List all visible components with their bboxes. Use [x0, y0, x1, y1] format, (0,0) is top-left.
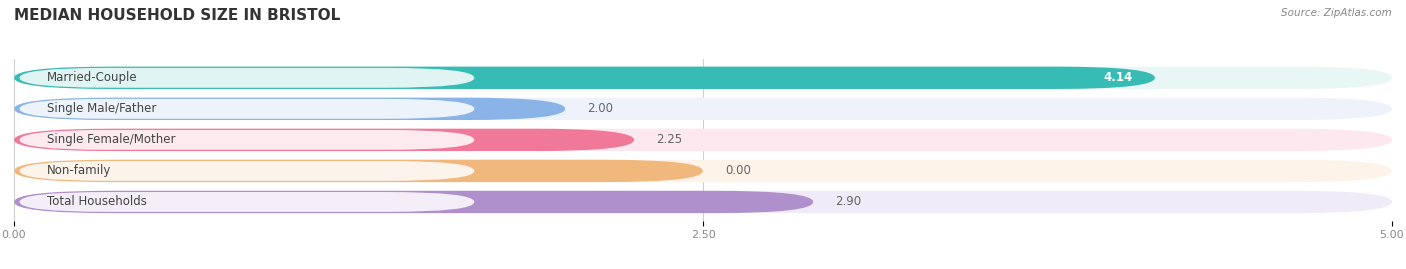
Text: 4.14: 4.14	[1104, 71, 1133, 84]
FancyBboxPatch shape	[14, 67, 1154, 89]
FancyBboxPatch shape	[14, 129, 1392, 151]
Text: 2.90: 2.90	[835, 196, 862, 208]
FancyBboxPatch shape	[14, 98, 565, 120]
Text: Single Male/Father: Single Male/Father	[48, 102, 156, 115]
Text: Married-Couple: Married-Couple	[48, 71, 138, 84]
FancyBboxPatch shape	[14, 191, 1392, 213]
Text: Total Households: Total Households	[48, 196, 148, 208]
Text: MEDIAN HOUSEHOLD SIZE IN BRISTOL: MEDIAN HOUSEHOLD SIZE IN BRISTOL	[14, 8, 340, 23]
FancyBboxPatch shape	[14, 160, 1392, 182]
Text: Source: ZipAtlas.com: Source: ZipAtlas.com	[1281, 8, 1392, 18]
FancyBboxPatch shape	[14, 191, 813, 213]
Text: 2.25: 2.25	[657, 133, 682, 146]
FancyBboxPatch shape	[20, 192, 474, 212]
FancyBboxPatch shape	[20, 68, 474, 88]
FancyBboxPatch shape	[14, 129, 634, 151]
Text: 0.00: 0.00	[725, 164, 751, 178]
Text: 2.00: 2.00	[588, 102, 613, 115]
Text: Non-family: Non-family	[48, 164, 111, 178]
Text: Single Female/Mother: Single Female/Mother	[48, 133, 176, 146]
FancyBboxPatch shape	[20, 161, 474, 181]
FancyBboxPatch shape	[20, 130, 474, 150]
FancyBboxPatch shape	[20, 99, 474, 119]
FancyBboxPatch shape	[14, 98, 1392, 120]
FancyBboxPatch shape	[14, 67, 1392, 89]
FancyBboxPatch shape	[14, 160, 703, 182]
